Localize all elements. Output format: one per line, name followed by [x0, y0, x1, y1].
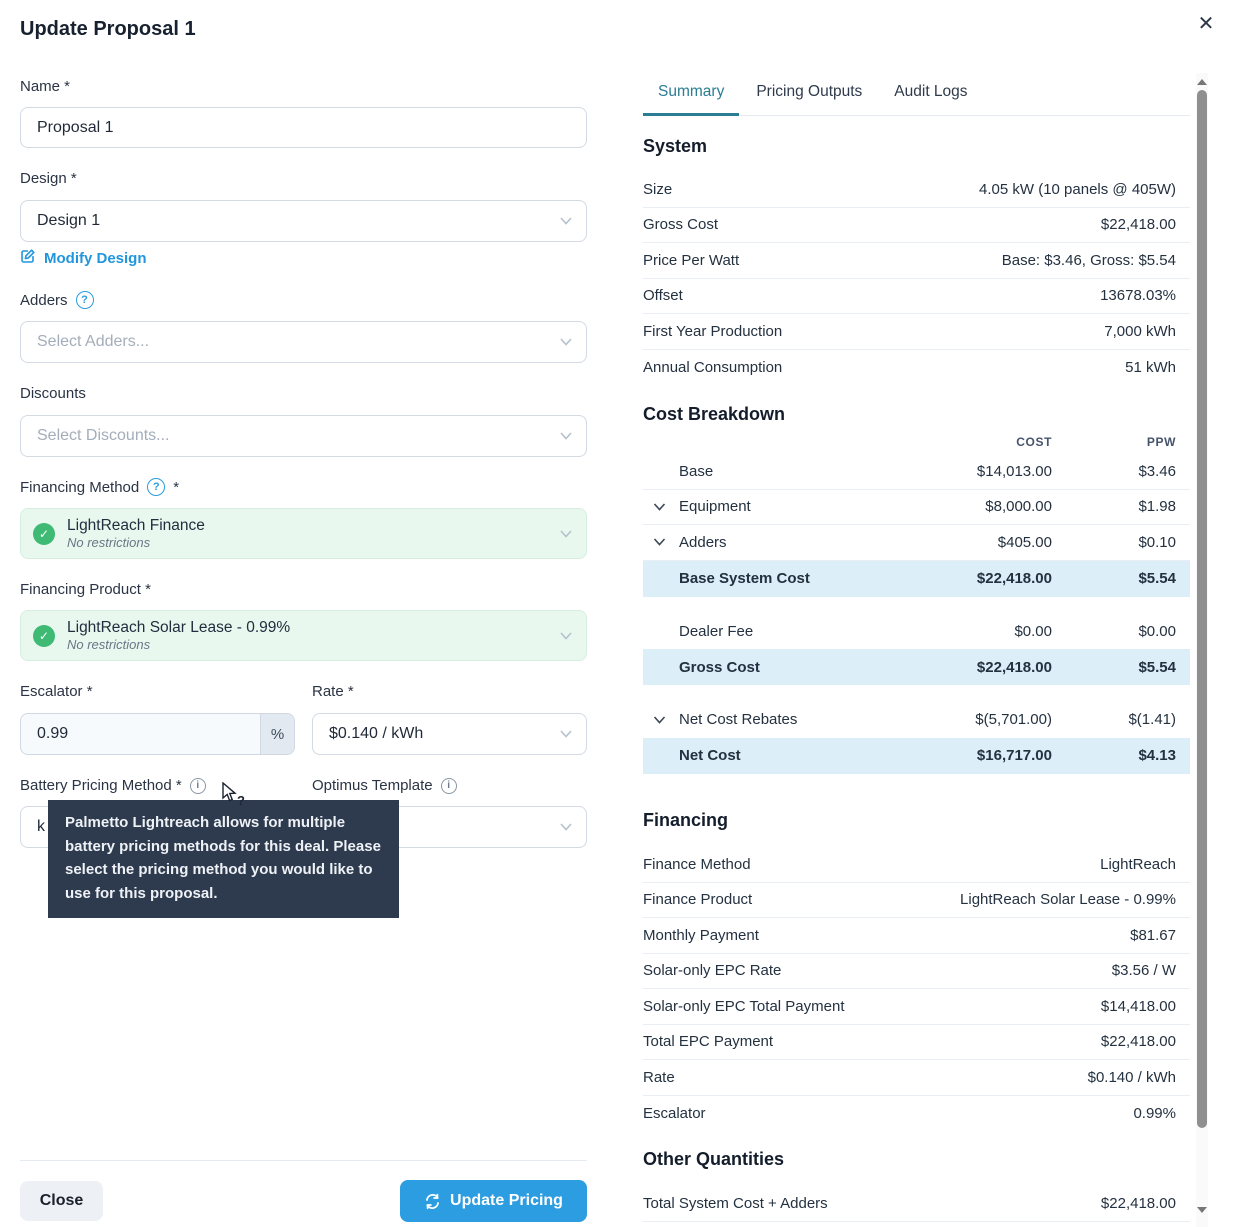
summary-row: Escalator 0.99%: [643, 1104, 1176, 1122]
system-heading: System: [643, 136, 708, 156]
chevron-down-icon: [560, 525, 572, 543]
tab-audit-logs[interactable]: Audit Logs: [894, 83, 968, 100]
system-rows: Size 4.05 kW (10 panels @ 405W) Gross Cos…: [643, 172, 1190, 385]
table-row-expandable[interactable]: Net Cost Rebates $(5,701.00) $(1.41): [643, 702, 1190, 738]
table-row: Dealer Fee $0.00 $0.00: [679, 622, 1176, 640]
row-spacer: [643, 685, 1190, 702]
cursor-pointer-icon: ?: [222, 781, 245, 808]
table-row-expandable[interactable]: Equipment $8,000.00 $1.98: [643, 490, 1190, 525]
other-quantities-heading: Other Quantities: [643, 1149, 785, 1169]
update-pricing-button[interactable]: Update Pricing: [400, 1180, 587, 1222]
help-circle-icon[interactable]: ?: [75, 291, 94, 309]
name-input-wrap: [20, 107, 587, 148]
chevron-down-icon: [560, 212, 572, 230]
summary-row: Rate $0.140 / kWh: [643, 1060, 1190, 1096]
summary-row: Annual Consumption 51 kWh: [643, 358, 1176, 376]
scrollbar-up-arrow-icon[interactable]: [1197, 79, 1207, 85]
table-row-total: Net Cost $16,717.00 $4.13: [643, 737, 1190, 774]
required-mark: *: [173, 478, 180, 496]
page-title: Update Proposal 1: [20, 18, 196, 40]
summary-row: Total System Cost + Adders $22,418.00: [643, 1186, 1190, 1222]
summary-row: Price Per Watt Base: $3.46, Gross: $5.54: [643, 243, 1190, 279]
row-spacer: [643, 597, 1190, 614]
summary-row: Gross Cost $22,418.00: [643, 208, 1190, 243]
design-select[interactable]: Design 1: [20, 200, 587, 242]
table-row-total: Base System Cost $22,418.00 $5.54: [643, 560, 1190, 597]
summary-row: Offset 13678.03%: [643, 279, 1190, 314]
chevron-down-icon: [653, 711, 666, 728]
summary-row: Solar-only EPC Rate $3.56 / W: [643, 954, 1190, 989]
table-row-total: Gross Cost $22,418.00 $5.54: [643, 649, 1190, 685]
escalator-field: %: [20, 713, 295, 755]
info-circle-icon[interactable]: i: [440, 777, 457, 794]
summary-row: Finance Product LightReach Solar Lease - …: [643, 883, 1190, 918]
escalator-label: Escalator *: [20, 683, 93, 700]
name-input[interactable]: [20, 107, 587, 148]
adders-select[interactable]: Select Adders...: [20, 321, 587, 363]
help-circle-icon[interactable]: ?: [147, 478, 166, 496]
chevron-down-icon: [560, 818, 572, 836]
edit-icon: [20, 248, 36, 268]
battery-pricing-method-label: Battery Pricing Method *: [20, 777, 182, 794]
other-quantities-rows: Total System Cost + Adders $22,418.00: [643, 1186, 1190, 1222]
chevron-down-icon: [560, 427, 572, 445]
summary-row: Size 4.05 kW (10 panels @ 405W): [643, 172, 1190, 208]
close-button[interactable]: Close: [20, 1181, 103, 1221]
summary-row: Monthly Payment $81.67: [643, 918, 1190, 954]
ppw-column-header: PPW: [1146, 435, 1176, 449]
check-circle-icon: ✓: [33, 522, 55, 545]
scrollbar-thumb[interactable]: [1197, 90, 1207, 1128]
chevron-down-icon: [560, 627, 572, 645]
refresh-icon: [424, 1193, 441, 1210]
table-row: Base $14,013.00 $3.46: [643, 454, 1190, 490]
chevron-down-icon: [653, 498, 666, 515]
table-row-expandable[interactable]: Adders $405.00 $0.10: [643, 525, 1190, 561]
percent-suffix: %: [260, 714, 294, 754]
battery-pricing-tooltip: Palmetto Lightreach allows for multiple …: [48, 800, 399, 918]
financing-product-select[interactable]: ✓ LightReach Solar Lease - 0.99% No rest…: [20, 610, 587, 661]
summary-row: Solar-only EPC Total Payment $14,418.00: [643, 989, 1190, 1025]
cost-breakdown-heading: Cost Breakdown: [643, 404, 786, 424]
escalator-input[interactable]: [21, 714, 260, 754]
summary-row: Total EPC Payment $22,418.00: [643, 1025, 1190, 1060]
rate-label: Rate *: [312, 683, 354, 700]
info-circle-icon[interactable]: i: [189, 777, 206, 794]
scrollbar-down-arrow-icon[interactable]: [1197, 1207, 1207, 1213]
chevron-down-icon: [653, 534, 666, 551]
summary-row: Finance Method LightReach: [643, 847, 1190, 883]
financing-heading: Financing: [643, 810, 728, 830]
financing-rows: Finance Method LightReach Finance Product…: [643, 847, 1190, 1131]
financing-method-label: Financing Method: [20, 478, 140, 496]
footer-divider: [20, 1160, 587, 1161]
cost-column-header: COST: [1016, 435, 1052, 449]
financing-product-label: Financing Product *: [20, 581, 151, 598]
discounts-select[interactable]: Select Discounts...: [20, 415, 587, 457]
close-icon[interactable]: ✕: [1194, 12, 1218, 36]
rate-select[interactable]: $0.140 / kWh: [312, 713, 587, 755]
tab-summary[interactable]: Summary: [643, 80, 740, 116]
discounts-label: Discounts: [20, 385, 86, 402]
summary-row: First Year Production 7,000 kWh: [643, 314, 1190, 350]
chevron-down-icon: [560, 725, 572, 743]
optimus-template-label: Optimus Template: [312, 777, 433, 794]
chevron-down-icon: [560, 333, 572, 351]
check-circle-icon: ✓: [33, 624, 55, 647]
name-label: Name *: [20, 78, 71, 95]
name-field-group: Name *: [20, 78, 587, 95]
financing-method-select[interactable]: ✓ LightReach Finance No restrictions: [20, 508, 587, 559]
tab-pricing-outputs[interactable]: Pricing Outputs: [756, 83, 863, 100]
design-label: Design *: [20, 170, 77, 187]
right-panel-tabs: Summary Pricing Outputs Audit Logs: [643, 80, 1190, 116]
adders-label: Adders: [20, 291, 68, 309]
cost-breakdown-header: COST PPW: [643, 430, 1190, 454]
cost-breakdown-table: COST PPW Base $14,013.00 $3.46 Equipment…: [643, 430, 1190, 774]
modify-design-link[interactable]: Modify Design: [20, 248, 587, 268]
